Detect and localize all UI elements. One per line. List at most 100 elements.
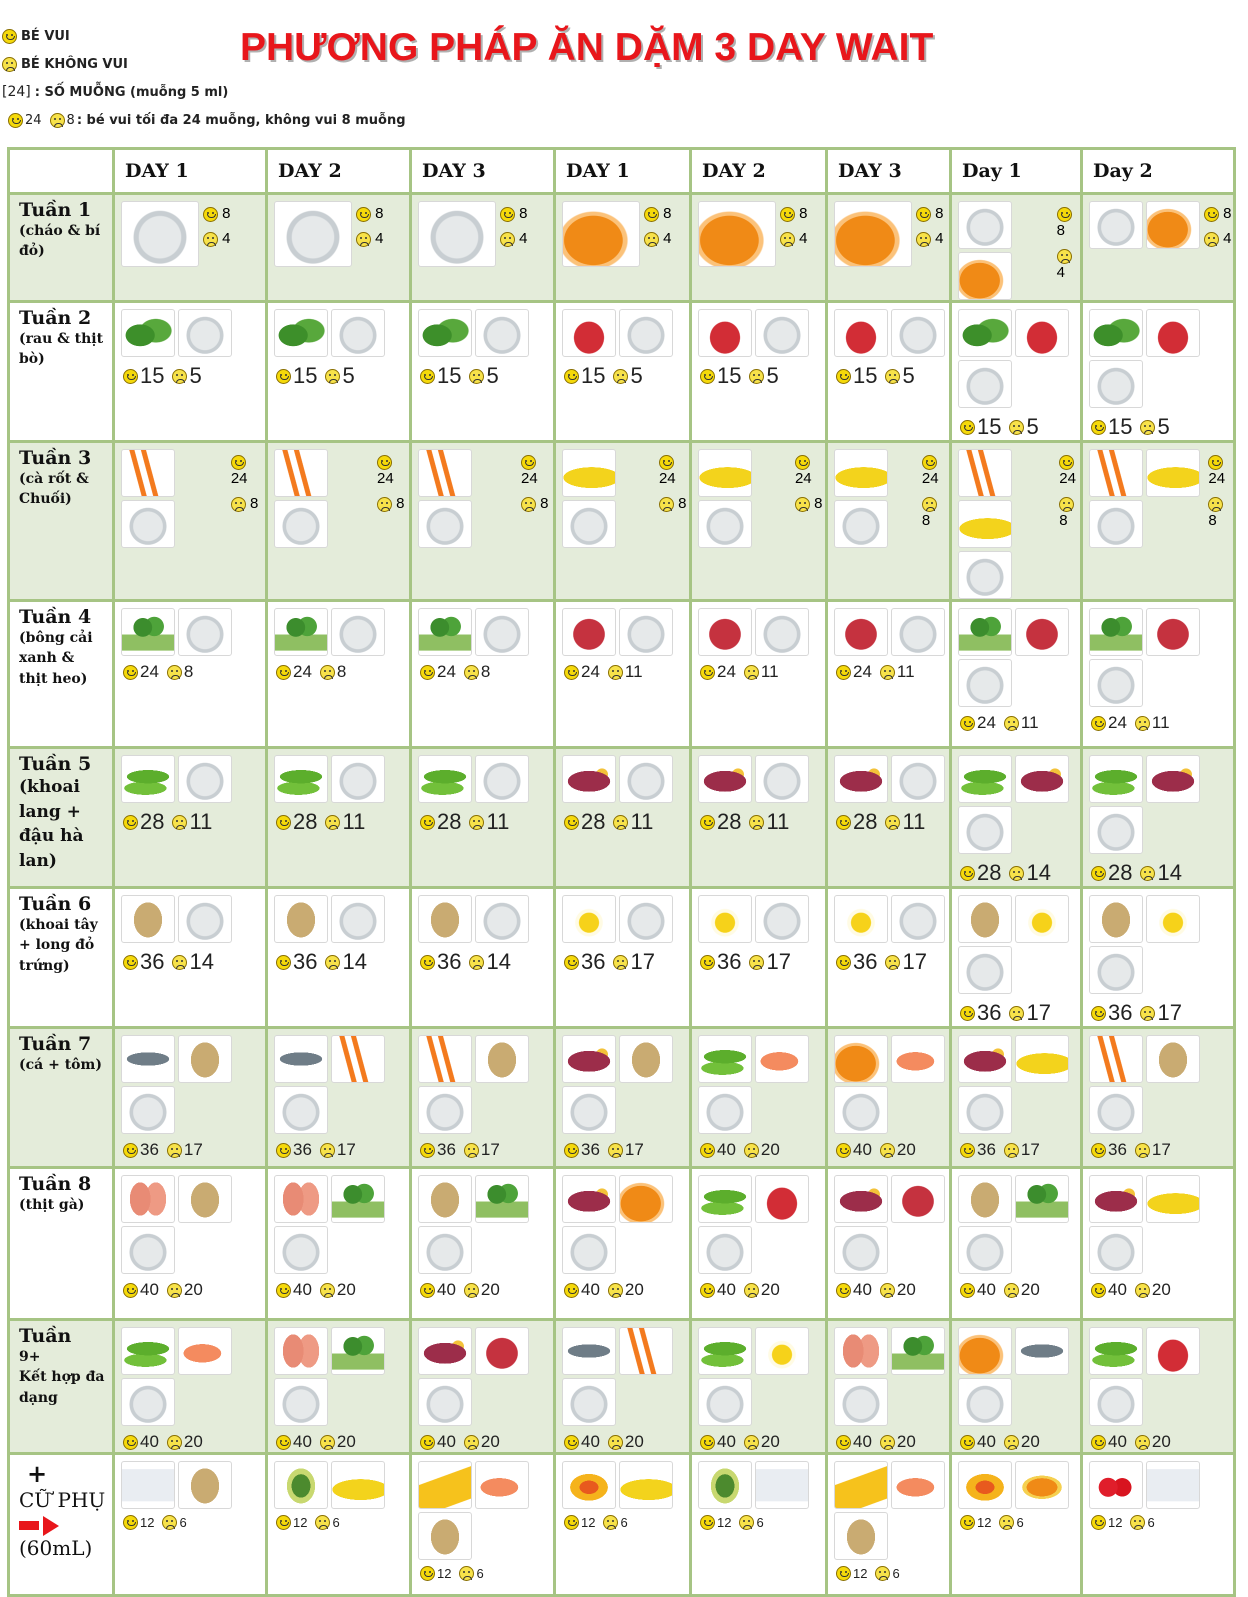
happy-spoons: 36 — [1108, 1000, 1133, 1025]
meal-cell: 28 14 — [949, 746, 1083, 889]
happy-spoons: 40 — [437, 1432, 456, 1451]
chicken-food-icon — [121, 1175, 175, 1223]
happy-face-icon — [276, 1434, 291, 1450]
sweetpotato-food-icon — [834, 1175, 888, 1223]
cheese-food-icon — [418, 1461, 472, 1509]
happy-spoons: 40 — [140, 1432, 159, 1451]
banana-food-icon — [1015, 1035, 1069, 1083]
pumpkin-food-icon — [958, 1327, 1012, 1375]
porridge-food-icon — [418, 1226, 472, 1274]
unhappy-spoons: 4 — [218, 230, 231, 247]
meal-content: 12 6 — [954, 1457, 1079, 1530]
unhappy-spoons: 5 — [486, 363, 499, 388]
sad-face-icon — [743, 1434, 759, 1450]
peas-food-icon — [1089, 755, 1143, 803]
meal-cell: 15 5 — [949, 300, 1083, 443]
unhappy-spoons: 17 — [1020, 1140, 1040, 1159]
spoon-rating: 24 8 — [1208, 445, 1231, 549]
week-row: Tuần 9+ Kết hợp đa dạng 40 20 40 20 40 20 40 20 40 2… — [7, 1318, 1236, 1455]
broccoli-food-icon — [891, 1327, 945, 1375]
week-desc: (bông cải xanh & thịt heo) — [19, 630, 93, 687]
sad-face-icon — [459, 1566, 475, 1581]
porridge-food-icon — [755, 895, 809, 943]
spoon-rating: 12 6 — [270, 1509, 408, 1530]
day-header: DAY 3 — [825, 147, 952, 195]
potato-food-icon — [178, 1461, 232, 1509]
spoon-rating: 28 11 — [270, 803, 408, 835]
sweetpotato-food-icon — [834, 755, 888, 803]
happy-spoons: 40 — [293, 1280, 312, 1299]
happy-spoons: 12 — [140, 1515, 155, 1530]
happy-face-icon — [276, 664, 291, 680]
week-desc: 9+ — [19, 1349, 41, 1365]
spoon-rating: 15 5 — [558, 357, 688, 389]
sweetpotato-food-icon — [1089, 1175, 1143, 1223]
food-images — [558, 604, 688, 656]
happy-spoons: 24 — [1108, 713, 1127, 732]
unhappy-spoons: 17 — [766, 949, 791, 974]
happy-face-icon — [700, 954, 715, 970]
meal-cell: 40 20 — [112, 1166, 268, 1321]
spoon-rating: 36 17 — [954, 994, 1079, 1025]
unhappy-spoons: 5 — [342, 363, 355, 388]
happy-spoons: 24 — [437, 662, 456, 681]
sad-face-icon — [613, 954, 629, 970]
food-images — [270, 891, 408, 943]
meal-cell: 15 5 — [409, 300, 556, 443]
happy-face-icon — [123, 1515, 138, 1530]
spoon-rating: 28 11 — [830, 803, 948, 835]
potato-food-icon — [958, 895, 1012, 943]
food-images — [117, 751, 264, 803]
happy-spoons: 24 — [1059, 470, 1076, 487]
happy-face-icon — [276, 814, 291, 830]
meal-content: 40 20 — [1085, 1323, 1232, 1451]
spoon-rating: 24 8 — [414, 656, 552, 682]
week-name: Tuần 8 — [19, 1173, 92, 1195]
sad-face-icon — [463, 664, 479, 680]
happy-face-icon — [1059, 454, 1075, 470]
meal-content: 36 17 — [558, 1031, 688, 1161]
sad-face-icon — [1056, 248, 1072, 264]
porridge-food-icon — [1089, 500, 1143, 548]
food-images — [270, 1323, 408, 1426]
pork-food-icon — [891, 1175, 945, 1223]
unhappy-count: 4 — [356, 230, 384, 247]
spoon-rating: 40 20 — [830, 1426, 948, 1451]
meal-content: 40 20 — [117, 1171, 264, 1301]
happy-spoons: 8 — [1219, 205, 1232, 222]
food-images — [830, 751, 948, 803]
happy-spoons: 40 — [1108, 1280, 1127, 1299]
sad-face-icon — [1140, 865, 1156, 881]
food-images — [1085, 1457, 1232, 1509]
food-images — [1085, 305, 1232, 408]
strawberry-food-icon — [1089, 1461, 1143, 1509]
meal-cell: 36 17 — [553, 1026, 692, 1169]
unhappy-spoons: 20 — [760, 1280, 780, 1299]
meal-content: 40 20 — [270, 1323, 408, 1451]
happy-face-icon — [8, 112, 23, 128]
meal-content: 24 11 — [830, 604, 948, 683]
porridge-food-icon — [331, 755, 385, 803]
happy-spoons: 36 — [140, 1140, 159, 1159]
sad-face-icon — [463, 1282, 479, 1298]
porridge-food-icon — [958, 360, 1012, 408]
happy-face-icon — [123, 1142, 138, 1158]
spoon-rating: 24 11 — [1085, 707, 1232, 733]
spoon-rating: 28 11 — [117, 803, 264, 835]
week-desc: (cá + tôm) — [19, 1057, 102, 1073]
week-label-cell: Tuần 3 (cà rốt & Chuối) — [7, 440, 115, 602]
sad-face-icon — [1208, 496, 1224, 512]
meal-cell: 36 17 — [112, 1026, 268, 1169]
happy-spoons: 40 — [717, 1432, 736, 1451]
week-desc: (khoai lang + đậu hà lan) — [19, 777, 84, 871]
sad-face-icon — [172, 954, 188, 970]
unhappy-spoons: 8 — [1208, 512, 1217, 529]
shrimp-food-icon — [755, 1035, 809, 1083]
carrot-food-icon — [958, 449, 1012, 497]
sad-face-icon — [879, 664, 895, 680]
meal-cell: 40 20 — [689, 1318, 828, 1455]
sad-face-icon — [1134, 1282, 1150, 1298]
spoon-rating: 40 20 — [954, 1426, 1079, 1451]
chicken-food-icon — [274, 1327, 328, 1375]
food-images — [694, 1323, 824, 1426]
